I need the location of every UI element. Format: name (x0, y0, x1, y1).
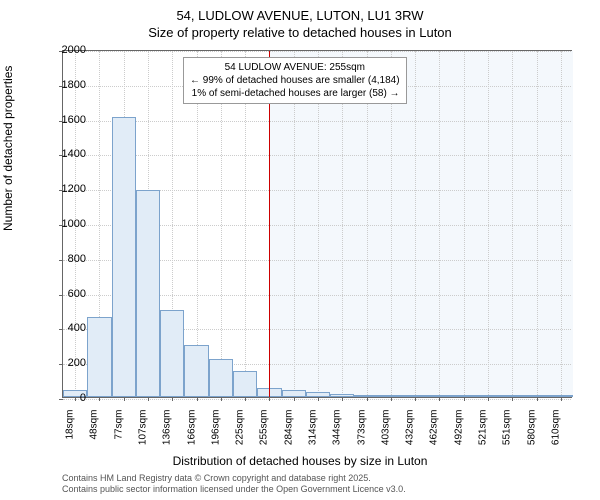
histogram-bar (282, 390, 306, 397)
gridline-v (561, 51, 562, 397)
y-axis-label: Number of detached properties (1, 66, 15, 231)
histogram-bar (233, 371, 257, 397)
x-tick-label: 314sqm (308, 410, 319, 454)
x-tick-mark (269, 397, 270, 401)
histogram-bar (403, 395, 427, 397)
x-tick-mark (512, 397, 513, 401)
histogram-bar (184, 345, 208, 397)
x-tick-mark (367, 397, 368, 401)
chart-title: 54, LUDLOW AVENUE, LUTON, LU1 3RW (0, 0, 600, 23)
x-tick-label: 255sqm (259, 410, 270, 454)
histogram-bar (524, 395, 548, 397)
histogram-bar (452, 395, 476, 397)
plot-area: 54 LUDLOW AVENUE: 255sqm← 99% of detache… (62, 50, 572, 398)
x-tick-mark (294, 397, 295, 401)
histogram-bar (136, 190, 160, 397)
x-tick-mark (221, 397, 222, 401)
y-tick-label: 800 (46, 253, 86, 265)
x-tick-mark (537, 397, 538, 401)
x-tick-mark (245, 397, 246, 401)
x-tick-label: 344sqm (332, 410, 343, 454)
y-tick-label: 1800 (46, 79, 86, 91)
histogram-bar (549, 395, 573, 397)
gridline-h (63, 155, 571, 156)
x-tick-mark (561, 397, 562, 401)
x-tick-label: 166sqm (186, 410, 197, 454)
x-tick-mark (439, 397, 440, 401)
y-tick-label: 1000 (46, 218, 86, 230)
y-tick-label: 600 (46, 288, 86, 300)
x-tick-label: 136sqm (162, 410, 173, 454)
y-tick-label: 1600 (46, 114, 86, 126)
x-tick-label: 107sqm (138, 410, 149, 454)
gridline-v (537, 51, 538, 397)
x-tick-mark (391, 397, 392, 401)
histogram-bar (209, 359, 233, 397)
y-tick-label: 1400 (46, 148, 86, 160)
x-tick-mark (464, 397, 465, 401)
gridline-h (63, 121, 571, 122)
histogram-bar (160, 310, 184, 397)
histogram-bar (112, 117, 136, 397)
histogram-bar (476, 395, 500, 397)
histogram-bar (379, 395, 403, 397)
gridline-v (464, 51, 465, 397)
annotation-box: 54 LUDLOW AVENUE: 255sqm← 99% of detache… (183, 57, 407, 104)
x-tick-label: 521sqm (478, 410, 489, 454)
histogram-bar (500, 395, 524, 397)
x-tick-mark (99, 397, 100, 401)
x-tick-label: 18sqm (65, 410, 76, 454)
x-tick-label: 48sqm (89, 410, 100, 454)
x-tick-label: 403sqm (380, 410, 391, 454)
histogram-bar (427, 395, 451, 397)
footer-line2: Contains public sector information licen… (62, 484, 406, 496)
x-axis-label: Distribution of detached houses by size … (0, 454, 600, 468)
x-tick-label: 284sqm (283, 410, 294, 454)
x-tick-label: 580sqm (526, 410, 537, 454)
x-tick-mark (172, 397, 173, 401)
x-tick-label: 462sqm (429, 410, 440, 454)
gridline-h (63, 399, 571, 400)
x-tick-label: 432sqm (405, 410, 416, 454)
histogram-bar (330, 394, 354, 397)
x-tick-mark (124, 397, 125, 401)
y-tick-label: 0 (46, 392, 86, 404)
histogram-bar (354, 395, 378, 397)
y-tick-label: 1200 (46, 183, 86, 195)
y-tick-label: 400 (46, 322, 86, 334)
x-tick-label: 492sqm (453, 410, 464, 454)
annotation-line1: 54 LUDLOW AVENUE: 255sqm (190, 61, 400, 74)
x-tick-mark (318, 397, 319, 401)
x-tick-label: 225sqm (235, 410, 246, 454)
x-tick-mark (415, 397, 416, 401)
chart-container: 54, LUDLOW AVENUE, LUTON, LU1 3RW Size o… (0, 0, 600, 500)
footer-line1: Contains HM Land Registry data © Crown c… (62, 473, 406, 485)
x-tick-label: 77sqm (113, 410, 124, 454)
y-tick-label: 200 (46, 357, 86, 369)
x-tick-label: 610sqm (550, 410, 561, 454)
gridline-v (439, 51, 440, 397)
x-tick-label: 551sqm (502, 410, 513, 454)
x-tick-mark (197, 397, 198, 401)
annotation-line3: 1% of semi-detached houses are larger (5… (190, 87, 400, 100)
x-tick-label: 373sqm (356, 410, 367, 454)
x-tick-label: 196sqm (210, 410, 221, 454)
footer-attribution: Contains HM Land Registry data © Crown c… (62, 473, 406, 496)
gridline-v (488, 51, 489, 397)
gridline-v (512, 51, 513, 397)
annotation-line2: ← 99% of detached houses are smaller (4,… (190, 74, 400, 87)
gridline-v (415, 51, 416, 397)
y-tick-label: 2000 (46, 44, 86, 56)
gridline-h (63, 51, 571, 52)
chart-subtitle: Size of property relative to detached ho… (0, 23, 600, 40)
x-tick-mark (148, 397, 149, 401)
x-tick-mark (488, 397, 489, 401)
histogram-bar (87, 317, 111, 397)
histogram-bar (306, 392, 330, 397)
x-tick-mark (342, 397, 343, 401)
